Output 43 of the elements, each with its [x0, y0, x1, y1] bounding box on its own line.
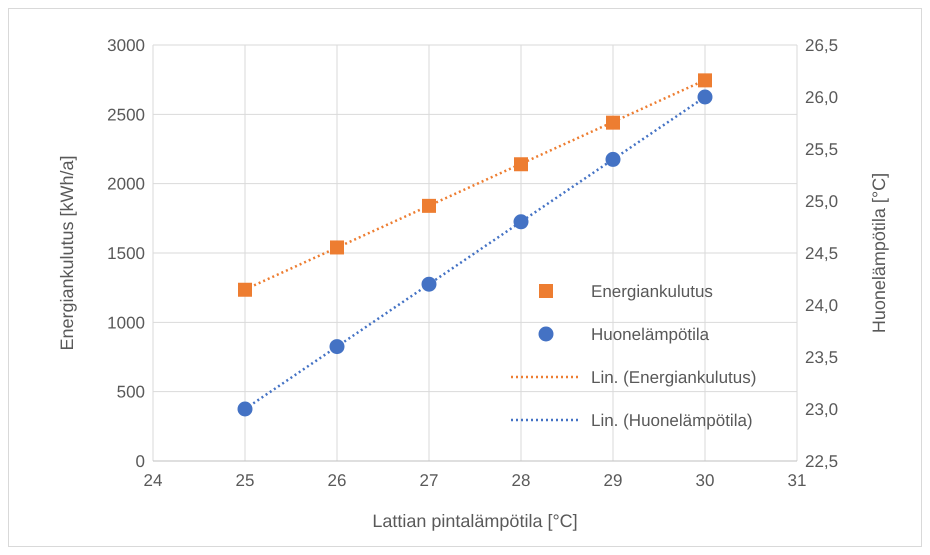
y2-tick-label: 25,5	[805, 140, 838, 159]
x-tick-label: 25	[236, 471, 254, 490]
x-tick-label: 29	[604, 471, 622, 490]
point	[422, 276, 436, 292]
legend-label: Lin. (Huonelämpötila)	[591, 411, 753, 430]
point	[238, 282, 252, 297]
y-axis-title: Energiankulutus [kWh/a]	[57, 155, 77, 351]
point	[330, 240, 344, 254]
legend-label: Energiankulutus	[591, 282, 713, 301]
y2-tick-label: 24,5	[805, 244, 838, 263]
point	[514, 214, 528, 230]
x-tick-label: 30	[696, 471, 714, 490]
point	[330, 339, 344, 354]
point	[698, 90, 712, 104]
y2-axis-title: Huonelämpötila [°C]	[869, 172, 889, 334]
y-tick-label: 0	[136, 452, 145, 471]
y2-tick-label: 26,0	[805, 88, 838, 107]
y-tick-label: 1000	[107, 313, 145, 332]
x-tick-label: 31	[788, 471, 806, 490]
point	[606, 152, 620, 167]
point	[422, 198, 436, 213]
x-tick-label: 26	[328, 471, 346, 490]
y2-tick-label: 25,0	[805, 192, 838, 211]
y-tick-label: 2500	[107, 105, 145, 124]
y2-tick-label: 26,5	[805, 36, 838, 55]
x-tick-label: 27	[420, 471, 438, 490]
y-tick-label: 2000	[107, 174, 145, 194]
x-tick-label: 28	[512, 471, 530, 490]
y2-tick-label: 23,0	[805, 400, 838, 419]
y-tick-label: 3000	[107, 36, 145, 55]
point	[514, 157, 528, 172]
legend-label: Huonelämpötila	[591, 325, 710, 344]
y-tick-label: 500	[116, 382, 145, 402]
y2-tick-label: 24,0	[805, 296, 838, 315]
y2-tick-label: 23,5	[805, 348, 838, 367]
legend-label: Lin. (Energiankulutus)	[591, 368, 756, 387]
point	[238, 402, 252, 416]
x-axis-title: Lattian pintalämpötila [°C]	[372, 511, 578, 531]
point	[698, 73, 712, 88]
y2-tick-label: 22,5	[805, 452, 838, 471]
x-tick-label: 24	[144, 471, 162, 490]
y-tick-label: 1500	[107, 244, 145, 263]
point	[606, 116, 620, 130]
